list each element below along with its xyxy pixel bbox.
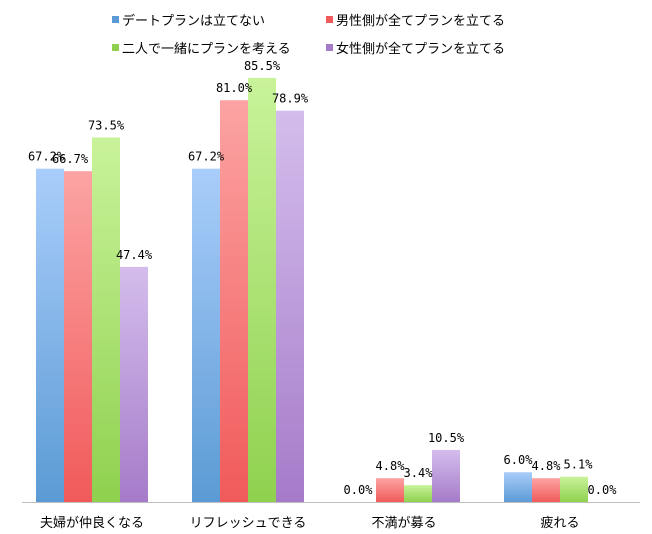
value-label-0-0: 67.2% bbox=[28, 150, 65, 164]
value-label-0-1: 66.7% bbox=[52, 152, 89, 166]
value-label-1-2: 85.5% bbox=[244, 59, 281, 73]
bar-0-3 bbox=[120, 266, 148, 502]
bar-1-0 bbox=[192, 168, 220, 503]
value-label-0-2: 73.5% bbox=[88, 118, 125, 132]
bar-0-1 bbox=[64, 171, 92, 502]
value-label-1-1: 81.0% bbox=[216, 81, 253, 95]
legend-swatch-1 bbox=[326, 16, 333, 23]
legend-swatch-2 bbox=[112, 44, 119, 51]
value-label-2-0: 0.0% bbox=[344, 483, 374, 497]
legend-item-2: 二人で一緒にプランを考える bbox=[112, 38, 291, 57]
legend-swatch-0 bbox=[112, 16, 119, 23]
category-label-1: リフレッシュできる bbox=[190, 516, 307, 531]
bar-1-3 bbox=[276, 110, 304, 502]
legend-label-1: 男性側が全てプランを立てる bbox=[336, 14, 506, 29]
legend-item-1: 男性側が全てプランを立てる bbox=[326, 10, 505, 29]
bar-0-2 bbox=[92, 137, 120, 502]
value-label-3-2: 5.1% bbox=[564, 458, 594, 472]
legend-label-0: デートプランは立てない bbox=[122, 14, 266, 29]
legend-label-3: 女性側が全てプランを立てる bbox=[336, 42, 506, 57]
category-label-2: 不満が募る bbox=[371, 516, 436, 531]
bar-2-2 bbox=[404, 485, 432, 502]
value-label-3-1: 4.8% bbox=[532, 459, 562, 473]
bar-3-0 bbox=[504, 472, 532, 502]
value-label-2-3: 10.5% bbox=[428, 431, 465, 445]
value-labels-layer: 67.2%66.7%73.5%47.4%67.2%81.0%85.5%78.9%… bbox=[28, 59, 617, 497]
value-label-1-3: 78.9% bbox=[272, 92, 309, 106]
bar-2-3 bbox=[432, 449, 460, 502]
value-label-1-0: 67.2% bbox=[188, 150, 225, 164]
bar-2-1 bbox=[376, 478, 404, 502]
value-label-2-1: 4.8% bbox=[376, 459, 406, 473]
bar-1-2 bbox=[248, 77, 276, 503]
bar-0-0 bbox=[36, 168, 64, 503]
legend-swatch-3 bbox=[326, 44, 333, 51]
legend-label-2: 二人で一緒にプランを考える bbox=[122, 42, 291, 57]
bar-1-1 bbox=[220, 100, 248, 503]
category-label-0: 夫婦が仲良くなる bbox=[40, 515, 144, 531]
value-label-0-3: 47.4% bbox=[116, 248, 153, 262]
value-label-2-2: 3.4% bbox=[404, 466, 434, 480]
legend-item-3: 女性側が全てプランを立てる bbox=[326, 38, 505, 57]
legend-item-0: デートプランは立てない bbox=[112, 10, 265, 29]
value-label-3-3: 0.0% bbox=[588, 483, 618, 497]
category-label-3: 疲れる bbox=[540, 515, 579, 531]
bar-3-2 bbox=[560, 476, 588, 502]
bar-3-1 bbox=[532, 478, 560, 502]
category-labels-layer: 夫婦が仲良くなる リフレッシュできる 不満が募る 疲れる bbox=[40, 515, 580, 531]
chart-legend: デートプランは立てない 男性側が全てプランを立てる 二人で一緒にプランを考える … bbox=[112, 8, 552, 58]
value-label-3-0: 6.0% bbox=[504, 453, 534, 467]
bars-layer bbox=[36, 77, 588, 503]
